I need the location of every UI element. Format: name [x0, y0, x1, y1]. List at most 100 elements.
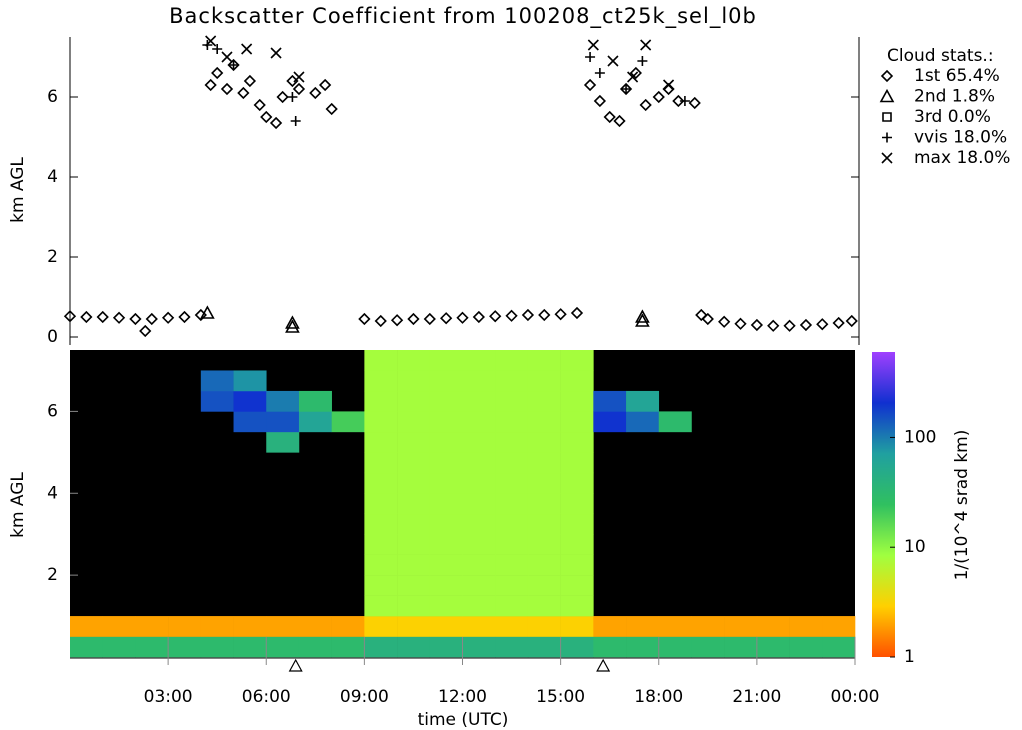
- heat-cell: [462, 595, 496, 617]
- marker: [521, 308, 535, 322]
- marker: [285, 319, 300, 333]
- heat-cell: [560, 575, 594, 596]
- legend-marker: [880, 69, 894, 83]
- heat-cell: [429, 472, 463, 494]
- heat-cell: [233, 411, 267, 433]
- heat-cell: [462, 616, 496, 637]
- heat-cell: [397, 350, 431, 371]
- heat-cell: [429, 350, 463, 371]
- heat-cell: [364, 350, 398, 371]
- marker: [325, 102, 338, 116]
- marker: [309, 86, 322, 100]
- x-tick-label: 12:00: [438, 687, 487, 707]
- marker: [243, 74, 257, 88]
- heat-cell: [495, 472, 529, 494]
- heat-cell: [364, 472, 398, 494]
- heat-cell: [527, 390, 561, 412]
- marker: [161, 311, 175, 324]
- heat-cell: [462, 431, 496, 453]
- marker: [440, 312, 453, 325]
- x-tick-label: 09:00: [340, 687, 389, 707]
- heat-cell: [626, 636, 660, 658]
- heat-cell: [756, 616, 790, 637]
- heat-cell: [527, 534, 561, 555]
- heat-cell: [527, 636, 561, 658]
- heat-cell: [527, 616, 561, 637]
- legend-label: vvis 18.0%: [914, 128, 1007, 148]
- y-tick-label: 2: [47, 565, 58, 585]
- colorbar: [872, 352, 895, 657]
- heat-cell: [397, 493, 431, 515]
- marker: [407, 312, 420, 326]
- y-tick-label: 6: [47, 87, 58, 107]
- heat-cell: [560, 616, 594, 637]
- marker: [583, 78, 597, 92]
- marker: [96, 310, 109, 324]
- heat-cell: [331, 636, 365, 658]
- heat-cell: [429, 534, 463, 555]
- heat-cell: [658, 616, 692, 637]
- marker: [292, 82, 306, 96]
- heat-cell: [527, 595, 561, 617]
- colorbar-tick-label: 1: [904, 647, 915, 667]
- colorbar-tick-label: 100: [904, 427, 936, 447]
- legend-label: 1st 65.4%: [914, 66, 1000, 86]
- marker: [228, 60, 239, 70]
- heat-cell: [495, 575, 529, 596]
- heat-cell: [593, 411, 627, 433]
- heat-cell: [495, 534, 529, 555]
- heat-cell: [168, 616, 202, 637]
- heat-cell: [626, 390, 660, 412]
- marker: [587, 39, 599, 51]
- heat-cell: [822, 636, 856, 658]
- marker: [358, 312, 371, 326]
- x-tick-label: 21:00: [732, 687, 781, 707]
- heat-cell: [495, 616, 529, 637]
- y-axis-label: km AGL: [8, 472, 28, 538]
- marker: [672, 94, 685, 108]
- marker: [270, 47, 282, 59]
- heat-cell: [495, 370, 529, 392]
- heat-cell: [364, 452, 398, 474]
- marker: [423, 312, 436, 326]
- marker: [554, 308, 567, 321]
- marker: [80, 310, 93, 324]
- heat-cell: [724, 636, 758, 658]
- heat-cell: [462, 493, 496, 515]
- heat-cell: [626, 411, 660, 433]
- marker: [637, 56, 648, 66]
- heat-cell: [560, 390, 594, 412]
- heat-cell: [462, 575, 496, 596]
- heat-cell: [266, 431, 300, 453]
- marker: [205, 35, 217, 47]
- marker: [237, 86, 250, 100]
- legend-marker: [882, 132, 892, 143]
- heat-cell: [527, 411, 561, 433]
- marker: [241, 43, 253, 55]
- marker: [734, 317, 747, 330]
- heat-cell: [462, 513, 496, 535]
- heat-cell: [658, 636, 692, 658]
- marker: [221, 51, 233, 63]
- heat-cell: [233, 390, 267, 412]
- marker: [200, 305, 215, 319]
- marker: [629, 66, 642, 80]
- heat-cell: [495, 493, 529, 515]
- heat-cell: [200, 370, 234, 392]
- marker: [688, 96, 701, 110]
- heat-cell: [429, 370, 463, 392]
- x-tick-label: 15:00: [536, 687, 585, 707]
- heat-cell: [560, 493, 594, 515]
- heat-cell: [429, 575, 463, 596]
- marker: [607, 55, 619, 67]
- marker: [585, 52, 596, 62]
- marker: [253, 98, 266, 112]
- heat-cell: [298, 616, 332, 637]
- y-tick-label: 6: [47, 401, 58, 421]
- marker: [204, 78, 217, 92]
- heat-cell: [233, 636, 267, 658]
- marker: [767, 319, 780, 332]
- legend-marker: [882, 112, 892, 122]
- marker: [799, 318, 813, 332]
- heat-cell: [266, 636, 300, 658]
